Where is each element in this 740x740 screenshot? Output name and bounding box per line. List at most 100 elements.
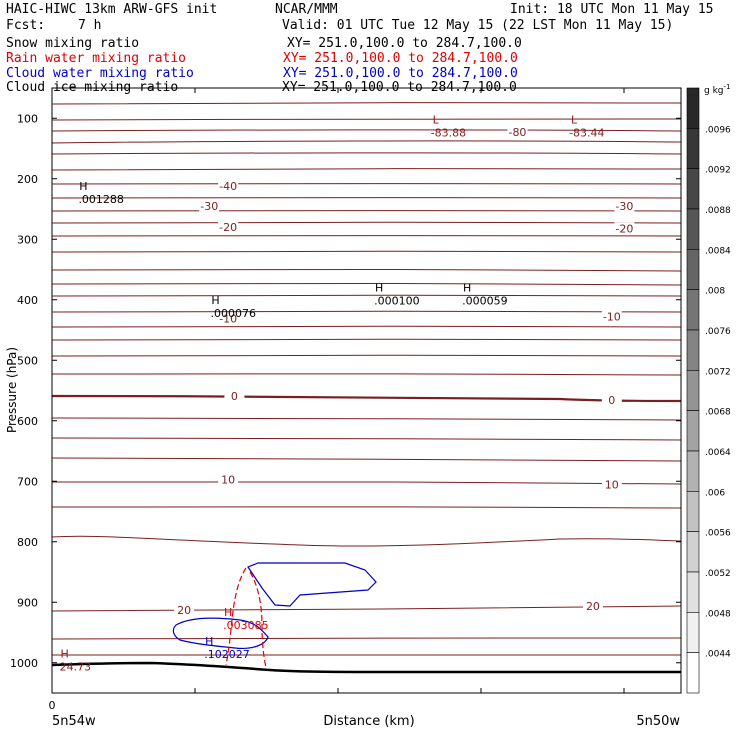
x-start-label: 0	[49, 699, 56, 712]
contour-line	[52, 417, 681, 421]
extremum-symbol: H	[375, 282, 383, 295]
field-xy-rain: XY= 251.0,100.0 to 284.7,100.0	[283, 51, 518, 66]
y-tick-label: 300	[17, 233, 38, 246]
contour-line	[52, 282, 681, 286]
temperature-label: -10	[603, 311, 621, 324]
extremum-symbol: L	[433, 113, 440, 126]
temperature-label: 0	[231, 390, 238, 403]
y-tick-label: 800	[17, 536, 38, 549]
y-tick-label: 400	[17, 294, 38, 307]
field-name-cloud-water: Cloud water mixing ratio	[6, 66, 194, 81]
colorbar-swatch	[686, 128, 700, 169]
contour-line	[52, 338, 681, 341]
model-title: HAIC-HIWC 13km ARW-GFS init	[6, 2, 218, 17]
contour-line	[52, 221, 681, 224]
extremum-value: .000100	[374, 295, 420, 308]
colorbar-swatch	[686, 612, 700, 653]
colorbar-label: .0048	[705, 609, 731, 619]
contour-line	[52, 481, 681, 485]
plot-frame	[51, 87, 682, 694]
label-mask	[199, 199, 220, 212]
label-mask	[582, 599, 603, 612]
init-time: Init: 18 UTC Mon 11 May 15	[510, 2, 714, 17]
temperature-label: -20	[219, 221, 237, 234]
colorbar-label: .0084	[705, 246, 731, 256]
y-tick-label: 500	[17, 354, 38, 367]
y-tick-label: 900	[17, 596, 38, 609]
colorbar-swatch	[686, 652, 700, 694]
contour-line	[52, 637, 681, 640]
y-tick-label: 1000	[10, 657, 38, 670]
field-name-snow: Snow mixing ratio	[6, 36, 140, 51]
colorbar	[686, 87, 700, 694]
label-mask	[174, 604, 195, 617]
extremum-value: -83.88	[431, 126, 466, 139]
field-name-rain: Rain water mixing ratio	[6, 51, 187, 66]
colorbar-unit: g kg-1	[704, 83, 730, 96]
colorbar-swatch	[686, 249, 700, 290]
extrema-labels: L-83.88L-83.44H.001288H.000076H.000100H.…	[60, 113, 605, 673]
colorbar-swatch	[686, 571, 700, 613]
extremum-value: .000076	[211, 307, 256, 320]
y-tick-label: 200	[17, 173, 38, 186]
colorbar-swatch	[686, 450, 700, 492]
colorbar-label: .0068	[705, 408, 731, 418]
label-mask	[614, 222, 635, 235]
rain-water-contour	[249, 571, 267, 669]
contour-line	[52, 102, 681, 105]
extremum-value: .001288	[78, 193, 124, 206]
pressure-tick-labels: 100 200 300 400 500 600 700 800 900 1000	[10, 112, 38, 670]
colorbar-swatch	[686, 531, 700, 573]
cloud-water-contours	[172, 562, 377, 650]
temperature-labels: -80-40-30 -30-20 -20-10 -100 010 1020 20	[174, 126, 635, 617]
extremum-value: -83.44	[569, 126, 604, 139]
colorbar-label: .006	[705, 488, 725, 498]
cloud-water-contour	[247, 562, 377, 607]
label-mask	[224, 389, 245, 402]
colorbar-label: .0044	[705, 650, 731, 660]
y-tick-label: 700	[17, 475, 38, 488]
rain-water-contour	[225, 567, 247, 666]
extremum-symbol: H	[224, 606, 232, 619]
colorbar-label: .0072	[705, 367, 731, 377]
contour-line	[52, 437, 681, 441]
label-mask	[601, 478, 622, 491]
extremum-symbol: H	[60, 648, 68, 661]
colorbar-swatch	[686, 491, 700, 532]
colorbar-label: .0088	[705, 206, 731, 216]
field-xy-snow: XY= 251.0,100.0 to 284.7,100.0	[287, 36, 522, 51]
terrain-surface	[52, 661, 681, 674]
extremum-symbol: H	[79, 180, 87, 193]
contour-line	[52, 457, 681, 462]
extremum-symbol: H	[205, 635, 213, 648]
pressure-axis	[52, 117, 681, 664]
label-mask	[601, 310, 622, 323]
valid-time: Valid: 01 UTC Tue 12 May 15 (22 LST Mon …	[282, 18, 674, 33]
contour-line	[52, 250, 681, 253]
distance-axis	[51, 88, 625, 693]
extremum-symbol: H	[211, 294, 219, 307]
contour-line	[52, 310, 681, 313]
contour-line	[52, 506, 681, 509]
label-mask	[614, 199, 635, 212]
colorbar-label: .0064	[705, 448, 731, 458]
contour-line	[52, 118, 681, 121]
contour-line	[52, 373, 681, 376]
temperature-label: -10	[219, 313, 237, 326]
colorbar-labels: .0096 .0092 .0088 .0084 .008 .0076 .0072 .0068.…	[705, 125, 731, 659]
rain-water-contours	[225, 567, 267, 669]
extremum-symbol: H	[463, 282, 471, 295]
colorbar-label: .0092	[705, 166, 731, 176]
x-axis-label: Distance (km)	[323, 714, 414, 729]
temperature-label: -20	[615, 222, 633, 235]
colorbar-label: .008	[705, 287, 725, 297]
label-mask	[218, 473, 239, 486]
temperature-label: -30	[200, 200, 218, 213]
temperature-label: -30	[615, 200, 633, 213]
org-label: NCAR/MMM	[275, 2, 338, 17]
extremum-value: .102027	[204, 648, 250, 661]
x-right-location: 5n50w	[636, 714, 680, 729]
colorbar-swatch	[686, 410, 700, 452]
